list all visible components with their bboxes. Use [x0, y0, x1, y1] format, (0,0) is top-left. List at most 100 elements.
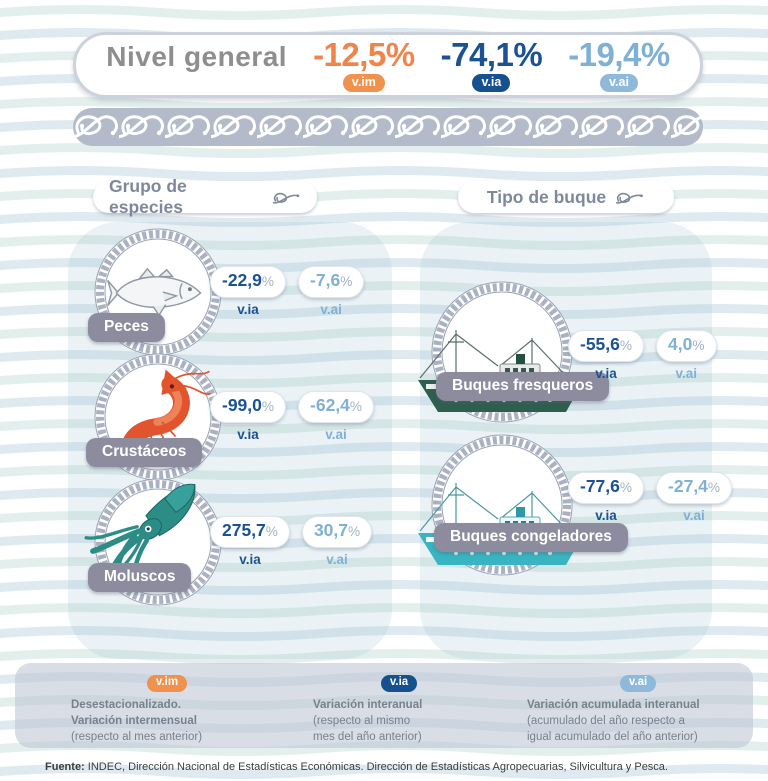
- peces-vai-stat: -7,6% v.ai: [298, 266, 365, 317]
- crustaceos-vai-pill: -62,4%: [298, 391, 375, 423]
- crustaceos-via-pill: -99,0%: [210, 391, 287, 423]
- crustaceos-vai-tag: v.ai: [325, 427, 347, 442]
- legend-vai-badge-wrap: v.ai: [527, 672, 749, 692]
- fresqueros-vai-value: 4,0%: [668, 334, 705, 354]
- vai-badge: v.ai: [619, 675, 657, 692]
- fish-icon: [107, 267, 202, 317]
- legend-line: igual acumulado del año anterior): [527, 731, 698, 744]
- legend-band: v.im Desestacionalizado. Variación inter…: [15, 663, 753, 748]
- legend-line: Desestacionalizado.: [71, 698, 181, 711]
- congeladores-vai-pill: -27,4%: [656, 472, 733, 504]
- legend-line: Variación intermensual: [71, 714, 197, 727]
- congeladores-via-tag: v.ia: [595, 508, 617, 523]
- congeladores-vai-stat: -27,4% v.ai: [656, 472, 733, 523]
- moluscos-via-pill: 275,7%: [210, 516, 290, 548]
- fresqueros-via-value: -55,6%: [580, 334, 633, 354]
- peces-label: Peces: [88, 313, 165, 342]
- overall-vai-value: -19,4%: [568, 36, 670, 74]
- via-badge: v.ia: [380, 675, 418, 692]
- species-section-title: Grupo de especies: [93, 176, 317, 217]
- legend-via-badge-wrap: v.ia: [313, 672, 485, 692]
- legend-line: (respecto al mes anterior): [71, 731, 203, 744]
- legend-via: v.ia Variación interanual (respecto al m…: [313, 672, 485, 745]
- species-title-text: Grupo de especies: [109, 176, 187, 217]
- crustaceos-vai-value: -62,4%: [310, 395, 363, 415]
- fresqueros-vai-tag: v.ai: [675, 366, 698, 381]
- peces-medallion: [92, 226, 224, 358]
- source-note: Fuente: INDEC, Dirección Nacional de Est…: [45, 761, 668, 773]
- moluscos-stats: 275,7% v.ia 30,7% v.ai: [210, 516, 373, 567]
- fresqueros-via-tag: v.ia: [595, 366, 617, 381]
- fresqueros-vai-stat: 4,0% v.ai: [656, 330, 717, 381]
- peces-vai-value: -7,6%: [310, 270, 353, 290]
- fresqueros-via-stat: -55,6% v.ia: [568, 330, 645, 381]
- legend-via-text: Variación interanual (respecto al mismo …: [313, 697, 485, 746]
- congeladores-stats: -77,6% v.ia -27,4% v.ai: [568, 472, 733, 523]
- crustaceos-via-value: -99,0%: [222, 395, 275, 415]
- species-panel: Peces -22,9% v.ia -7,6% v.ai: [68, 222, 392, 659]
- crustaceos-via-tag: v.ia: [237, 427, 259, 442]
- crustaceos-stats: -99,0% v.ia -62,4% v.ai: [210, 391, 375, 442]
- overall-title: Nivel general: [106, 41, 288, 72]
- legend-vim-badge-wrap: v.im: [71, 672, 263, 692]
- vessels-title-text: Tipo de buque: [486, 186, 607, 207]
- vessels-panel: Buques fresqueros -55,6% v.ia 4,0% v.ai: [418, 222, 733, 659]
- overall-vim-value: -12,5%: [313, 36, 415, 74]
- knot-icon: [272, 192, 299, 204]
- overall-stat-vai: -19,4% v.ai: [568, 38, 670, 92]
- fresqueros-stats: -55,6% v.ia 4,0% v.ai: [568, 330, 717, 381]
- crustaceos-via-stat: -99,0% v.ia: [210, 391, 287, 442]
- legend-vai-text: Variación acumulada interanual (acumulad…: [527, 697, 749, 746]
- vim-badge: v.im: [146, 675, 188, 692]
- congeladores-vai-tag: v.ai: [683, 508, 705, 523]
- peces-via-value: -22,9%: [222, 270, 275, 290]
- peces-vai-tag: v.ai: [320, 302, 342, 317]
- fresqueros-via-pill: -55,6%: [568, 330, 645, 362]
- fresqueros-vai-pill: 4,0%: [656, 330, 717, 362]
- legend-line: Variación acumulada interanual: [527, 698, 700, 711]
- legend-line: (acumulado del año respecto a: [527, 714, 685, 727]
- fresqueros-label: Buques fresqueros: [436, 372, 610, 401]
- legend-line: Variación interanual: [313, 698, 423, 711]
- source-text: INDEC, Dirección Nacional de Estadística…: [84, 761, 668, 773]
- overall-level-card: Nivel general -12,5% v.im -74,1% v.ia -1…: [73, 32, 703, 98]
- moluscos-via-stat: 275,7% v.ia: [210, 516, 290, 567]
- peces-via-pill: -22,9%: [210, 266, 287, 298]
- source-label: Fuente:: [45, 761, 85, 773]
- moluscos-label: Moluscos: [88, 563, 192, 592]
- crustaceos-vai-stat: -62,4% v.ai: [298, 391, 375, 442]
- overall-stat-via: -74,1% v.ia: [441, 38, 543, 92]
- fresqueros-medallion: [418, 278, 584, 426]
- overall-via-value: -74,1%: [440, 36, 543, 74]
- legend-vai: v.ai Variación acumulada interanual (acu…: [527, 672, 749, 745]
- congeladores-via-stat: -77,6% v.ia: [568, 472, 645, 523]
- vessels-section-title: Tipo de buque: [458, 181, 674, 213]
- moluscos-vai-tag: v.ai: [326, 552, 348, 567]
- rope-knot-pattern-icon: [73, 108, 703, 146]
- congeladores-via-value: -77,6%: [580, 476, 633, 496]
- peces-vai-pill: -7,6%: [298, 266, 365, 298]
- knot-icon: [616, 192, 644, 204]
- moluscos-via-value: 275,7%: [222, 520, 278, 540]
- peces-via-stat: -22,9% v.ia: [210, 266, 287, 317]
- overall-stat-vim: -12,5% v.im: [313, 38, 415, 92]
- congeladores-via-pill: -77,6%: [568, 472, 645, 504]
- moluscos-vai-pill: 30,7%: [301, 516, 373, 548]
- congeladores-label: Buques congeladores: [434, 523, 628, 552]
- rope-knot-band: [73, 108, 703, 146]
- legend-vim-text: Desestacionalizado. Variación intermensu…: [71, 697, 263, 746]
- moluscos-vai-stat: 30,7% v.ai: [301, 516, 373, 567]
- crustaceos-label: Crustáceos: [86, 438, 203, 467]
- peces-via-tag: v.ia: [237, 302, 259, 317]
- legend-line: (respecto al mismo: [313, 714, 411, 727]
- congeladores-vai-value: -27,4%: [668, 476, 721, 496]
- via-badge: v.ia: [472, 74, 511, 92]
- congeladores-medallion: [418, 431, 584, 579]
- vim-badge: v.im: [342, 74, 385, 92]
- legend-line: mes del año anterior): [313, 731, 422, 744]
- legend-vim: v.im Desestacionalizado. Variación inter…: [71, 672, 263, 745]
- peces-stats: -22,9% v.ia -7,6% v.ai: [210, 266, 365, 317]
- moluscos-via-tag: v.ia: [239, 552, 261, 567]
- vai-badge: v.ai: [600, 74, 638, 92]
